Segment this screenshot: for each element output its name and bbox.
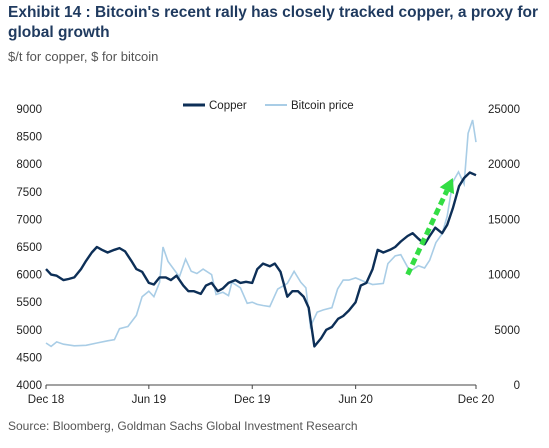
x-tick-label: Dec 20	[458, 394, 494, 406]
chart-title: Exhibit 14 : Bitcoin's recent rally has …	[8, 4, 539, 41]
y-right-tick-label: 20000	[488, 159, 520, 171]
y-right-tick-label: 15000	[488, 214, 520, 226]
trend-arrow-shaft	[405, 189, 450, 276]
y-left-tick-label: 6000	[16, 270, 42, 282]
y-left-tick-label: 8500	[16, 132, 42, 144]
x-tick-label: Jun 20	[338, 394, 373, 406]
y-left-tick-label: 8000	[16, 159, 42, 171]
legend: Copper Bitcoin price	[183, 100, 354, 112]
y-right-tick-label: 0	[514, 380, 520, 392]
copper-line	[45, 171, 477, 348]
legend-copper-label: Copper	[209, 100, 247, 112]
y-right-tick-label: 25000	[488, 104, 520, 116]
legend-bitcoin-label: Bitcoin price	[291, 100, 354, 112]
y-right-tick-label: 10000	[488, 270, 520, 282]
y-left-tick-label: 4000	[16, 380, 42, 392]
y-left-tick-label: 9000	[16, 104, 42, 116]
chart-subtitle: $/t for copper, $ for bitcoin	[8, 49, 159, 64]
x-tick-label: Dec 19	[234, 394, 270, 406]
y-left-tick-label: 4500	[16, 352, 42, 364]
source-note: Source: Bloomberg, Goldman Sachs Global …	[8, 419, 358, 433]
x-tick-label: Jun 19	[132, 394, 167, 406]
y-right-tick-label: 5000	[494, 325, 520, 337]
x-tick-label: Dec 18	[28, 394, 64, 406]
y-left-tick-label: 5000	[16, 325, 42, 337]
plot-area: Dec 18 Jun 19 Dec 19 Jun 20 Dec 20 4000 4500 5…	[16, 104, 520, 406]
bitcoin-price-line	[45, 119, 477, 348]
y-left-tick-label: 7000	[16, 214, 42, 226]
y-left-tick-label: 5500	[16, 297, 42, 309]
y-left-tick-label: 7500	[16, 187, 42, 199]
y-left-tick-label: 6500	[16, 242, 42, 254]
trend-arrow-head	[439, 178, 455, 195]
